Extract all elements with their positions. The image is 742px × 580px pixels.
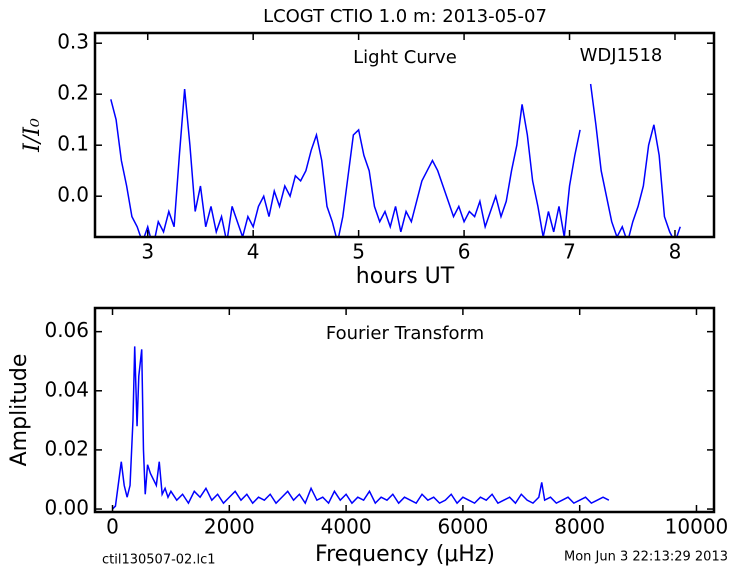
y-tick-label: 0.04 — [44, 377, 89, 401]
x-tick-label: 4 — [247, 240, 260, 264]
figure-title: LCOGT CTIO 1.0 m: 2013-05-07 — [263, 6, 547, 27]
x-tick-label: 8000 — [554, 515, 605, 539]
data-line — [110, 83, 681, 237]
x-tick-label: 6 — [458, 240, 471, 264]
y-tick-label: 0.00 — [44, 496, 89, 520]
x-tick-label: 3 — [141, 240, 154, 264]
y-tick-label: 0.06 — [44, 318, 89, 342]
x-tick-label: 0 — [106, 515, 119, 539]
x-tick-label: 4000 — [321, 515, 372, 539]
annotation: WDJ1518 — [580, 45, 663, 66]
plot-frame — [93, 31, 716, 239]
y-tick-label: 0.1 — [57, 132, 89, 156]
x-tick-label: 6000 — [437, 515, 488, 539]
y-axis-label: Amplitude — [7, 354, 32, 467]
annotation: Fourier Transform — [326, 323, 484, 344]
y-axis-label: I/I₀ — [20, 118, 45, 153]
annotation: Light Curve — [353, 47, 457, 68]
y-tick-label: 0.2 — [57, 81, 89, 105]
y-tick-label: 0.3 — [57, 30, 89, 54]
x-tick-label: 7 — [563, 240, 576, 264]
x-tick-label: 10000 — [665, 515, 729, 539]
x-axis-label: hours UT — [356, 264, 455, 289]
data-line — [111, 346, 610, 510]
x-tick-label: 2000 — [204, 515, 255, 539]
x-tick-label: 5 — [352, 240, 365, 264]
plot-frame — [93, 306, 716, 514]
timestamp: Mon Jun 3 22:13:29 2013 — [564, 550, 728, 565]
file-name: ctil130507-02.lc1 — [102, 553, 216, 568]
y-tick-label: 0.0 — [57, 183, 89, 207]
y-tick-label: 0.02 — [44, 436, 89, 460]
x-tick-label: 8 — [669, 240, 682, 264]
x-axis-label: Frequency (μHz) — [315, 542, 495, 567]
